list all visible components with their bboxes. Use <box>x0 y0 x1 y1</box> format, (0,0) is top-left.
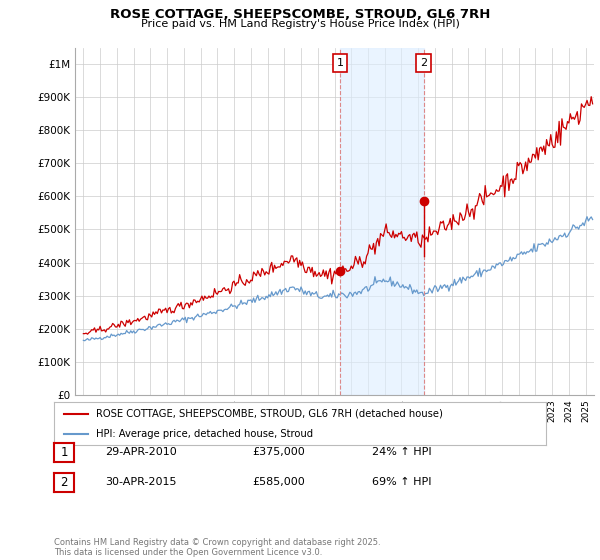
Text: Price paid vs. HM Land Registry's House Price Index (HPI): Price paid vs. HM Land Registry's House … <box>140 19 460 29</box>
Text: 30-APR-2015: 30-APR-2015 <box>105 477 176 487</box>
Bar <box>340 48 424 395</box>
Text: 69% ↑ HPI: 69% ↑ HPI <box>372 477 431 487</box>
Text: 1: 1 <box>337 58 344 68</box>
Text: Contains HM Land Registry data © Crown copyright and database right 2025.
This d: Contains HM Land Registry data © Crown c… <box>54 538 380 557</box>
Text: £375,000: £375,000 <box>252 447 305 457</box>
Text: ROSE COTTAGE, SHEEPSCOMBE, STROUD, GL6 7RH (detached house): ROSE COTTAGE, SHEEPSCOMBE, STROUD, GL6 7… <box>96 409 443 419</box>
Text: 2: 2 <box>420 58 427 68</box>
Text: 2: 2 <box>61 475 68 489</box>
Text: £585,000: £585,000 <box>252 477 305 487</box>
Text: HPI: Average price, detached house, Stroud: HPI: Average price, detached house, Stro… <box>96 430 313 439</box>
Text: 1: 1 <box>61 446 68 459</box>
Text: 24% ↑ HPI: 24% ↑ HPI <box>372 447 431 457</box>
Text: ROSE COTTAGE, SHEEPSCOMBE, STROUD, GL6 7RH: ROSE COTTAGE, SHEEPSCOMBE, STROUD, GL6 7… <box>110 8 490 21</box>
Text: 29-APR-2010: 29-APR-2010 <box>105 447 177 457</box>
